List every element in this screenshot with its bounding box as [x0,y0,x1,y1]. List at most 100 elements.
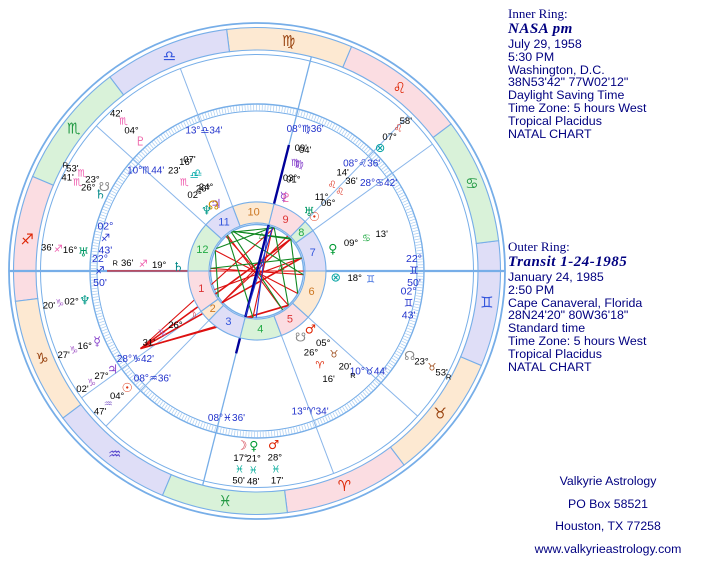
axis-label-min: 43' [402,309,416,321]
planet-sign-icon: ♉ [330,350,339,361]
planet-sign-icon: ♈ [315,361,324,372]
aries-sign-icon: ♈ [338,477,351,495]
planet-sign-icon: ♑ [69,346,78,357]
retrograde-mark: R [446,373,452,382]
retrograde-mark: R [113,258,119,267]
outer-chart-type: NATAL CHART [508,361,713,374]
planet-minute: 23' [168,165,181,176]
inner-ring-title: Inner Ring: [508,6,713,21]
inner-system: Tropical Placidus [508,115,713,128]
inner-time: 5:30 PM [508,51,713,64]
house-number-9: 9 [283,214,289,226]
planet-degree: 16° [78,341,93,352]
planet-degree: 21° [246,453,261,464]
axis-label-deg: 02° [401,285,417,297]
cusp-label-10: 08°♍36' [287,123,324,134]
planet-minute: 36' [41,243,54,254]
house-number-4: 4 [257,323,263,335]
house-number-5: 5 [287,313,293,325]
axis-label-min: 50' [93,277,107,289]
house-number-3: 3 [225,316,231,328]
planet-glyph: ♂ [268,437,279,452]
axis-label-sign: ♐ [101,233,110,245]
planet-glyph: ♀ [328,241,337,256]
house-number-12: 12 [196,244,208,256]
aquarius-sign-icon: ♒ [108,445,121,463]
axis-label-deg: 22° [406,253,422,265]
outer-ring-info: Outer Ring: Transit 1-24-1985 January 24… [508,239,713,373]
planet-minute: 36' [121,258,134,269]
pisces-sign-icon: ♓ [219,492,232,510]
biwheel-astrology-chart: ♈♉♊♋♌♍♎♏♐♑♒♓△△12345678910111222°♐50'28°♑… [0,0,512,562]
planet-minute: 02' [76,384,89,395]
planet-glyph: ⊗ [331,270,341,285]
aspect-glyph: △ [278,262,285,271]
house-number-11: 11 [218,217,229,229]
planet-sign-icon: ♋ [362,233,371,244]
planet-glyph: ♃ [107,362,118,377]
publisher-city: Houston, TX 77258 [508,519,708,533]
cusp-label-2: 28°♑42' [117,353,154,364]
publisher-contact: Valkyrie Astrology PO Box 58521 Houston,… [508,474,708,564]
planet-minute: 31' [143,338,156,349]
house-number-10: 10 [248,207,260,219]
planet-sign-icon: ♌ [328,180,337,191]
planet-degree: 05° [316,338,331,349]
virgo-sign-icon: ♍ [282,32,295,50]
planet-sign-icon: ♎ [190,170,199,181]
inner-timezone: Time Zone: 5 hours West [508,102,713,115]
planet-degree: 16° [63,245,78,256]
planet-degree: 09° [344,238,359,249]
planet-sign-icon: ♌ [335,187,344,198]
cusp-label-5: 13°♈34' [292,406,329,417]
planet-sign-icon: ♐ [54,244,63,255]
planet-minute: 16' [179,157,192,168]
planet-sign-icon: ♑ [158,329,167,340]
planet-glyph: ♅ [303,204,314,219]
planet-glyph: ☽ [186,307,197,322]
aspect-line [246,227,273,316]
planet-sign-icon: ♑ [55,298,64,309]
planet-minute: 50' [232,476,245,487]
planet-glyph: ♄ [173,259,184,274]
planet-degree: 02° [187,190,202,201]
outer-system: Tropical Placidus [508,348,713,361]
planet-glyph: ♂ [305,322,316,337]
retrograde-mark: R [63,160,69,169]
planet-degree: 26° [81,183,96,194]
planet-minute: 58' [400,116,413,127]
sagittarius-sign-icon: ♐ [20,230,33,248]
planet-glyph: ♅ [78,245,89,260]
cusp-label-3: 08°♒36' [134,373,171,384]
planet-glyph: ☿ [93,333,101,348]
planet-sign-icon: ♓ [235,465,244,476]
capricorn-sign-icon: ♑ [35,350,48,368]
planet-glyph: ♀ [249,438,258,453]
cusp-label-11: 13°♎34' [185,125,222,136]
planet-sign-icon: ♏ [180,178,189,189]
axis-label-sign: ♊ [409,265,418,277]
planet-degree: 26° [304,347,319,358]
axis-label-sign: ♊ [404,297,413,309]
planet-sign-icon: ♐ [139,259,148,270]
planet-minute: 13' [376,229,389,240]
axis-label-min: 43' [99,245,113,257]
planet-minute: 48' [247,476,260,487]
planet-sign-icon: ♍ [295,160,304,171]
publisher-pobox: PO Box 58521 [508,497,708,511]
planet-minute: 16' [322,374,335,385]
planet-minute: 14' [336,168,349,179]
planet-minute: 17' [271,476,284,487]
axis-label-sign: ♐ [95,265,104,277]
publisher-name: Valkyrie Astrology [508,474,708,488]
planet-minute: 20' [43,300,56,311]
planet-degree: 11° [315,192,329,203]
house-number-1: 1 [198,283,204,295]
outer-time: 2:50 PM [508,284,713,297]
inner-date: July 29, 1958 [508,38,713,51]
planet-degree: 28° [268,453,283,464]
retrograde-mark: R [350,371,356,380]
outer-chart-name: Transit 1-24-1985 [508,254,713,271]
axis-label-deg: 02° [97,221,113,233]
planet-sign-icon: ♓ [272,465,281,476]
